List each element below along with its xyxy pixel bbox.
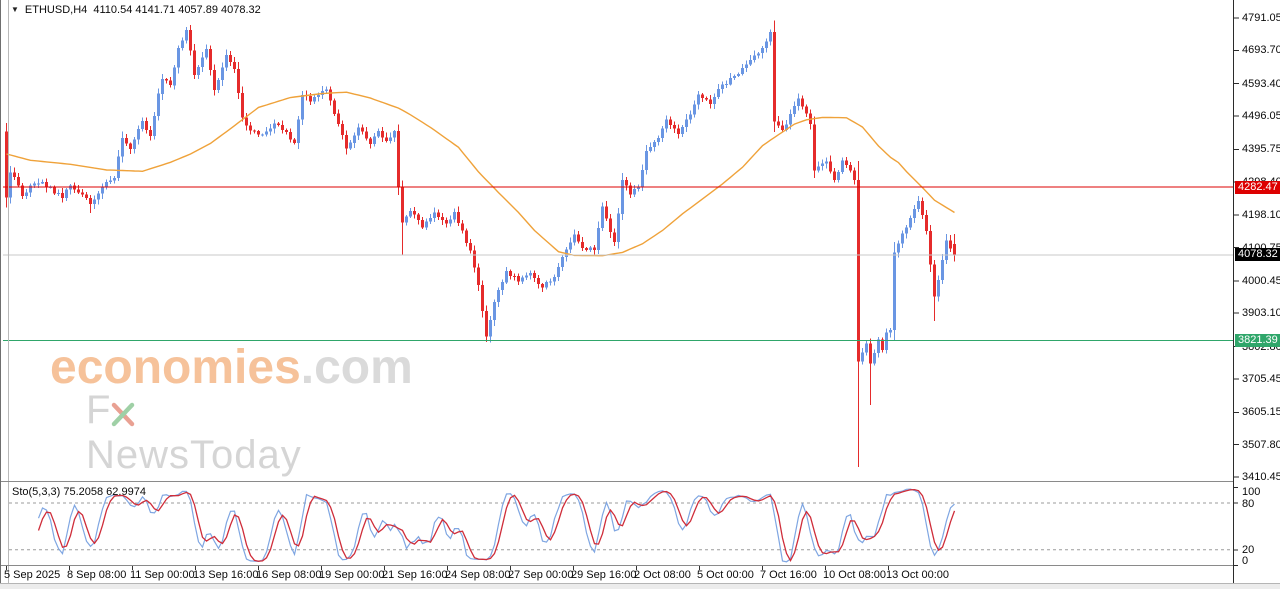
price-axis[interactable] [1234, 0, 1280, 583]
current-price-tag[interactable]: 4078.32 [1235, 248, 1280, 262]
ma-line[interactable] [6, 91, 955, 257]
resistance-price-value: 4282.47 [1238, 180, 1278, 193]
watermark-subbrand: FNewsToday [86, 388, 302, 478]
sto-signal-line [37, 488, 956, 562]
symbol-info: ▼ ETHUSD,H4 4110.54 4141.71 4057.89 4078.… [11, 4, 261, 16]
current-price-value: 4078.32 [1238, 248, 1278, 261]
support-price-value: 3821.39 [1238, 333, 1278, 346]
symbol-ohlc-text: ETHUSD,H4 4110.54 4141.71 4057.89 4078.3… [24, 4, 261, 16]
symbol-dropdown-icon[interactable]: ▼ [11, 5, 19, 14]
sto-main-line [37, 488, 955, 563]
resistance-price-tag[interactable]: 4282.47 [1235, 180, 1280, 194]
watermark-brand-text: economies [50, 341, 301, 394]
watermark-brand: economies.com [50, 340, 413, 395]
watermark-brand-suffix: .com [300, 341, 413, 394]
indicator-label: Sto(5,3,3) 75.2058 62.9974 [12, 486, 146, 498]
watermark-sub-rest: NewsToday [86, 433, 302, 477]
fx-cross-icon [112, 402, 135, 427]
support-price-tag[interactable]: 3821.39 [1235, 333, 1280, 347]
watermark-sub-f: F [86, 388, 112, 432]
level-lines [3, 186, 1233, 341]
candles-layer [5, 20, 956, 468]
time-axis[interactable] [0, 566, 1233, 583]
